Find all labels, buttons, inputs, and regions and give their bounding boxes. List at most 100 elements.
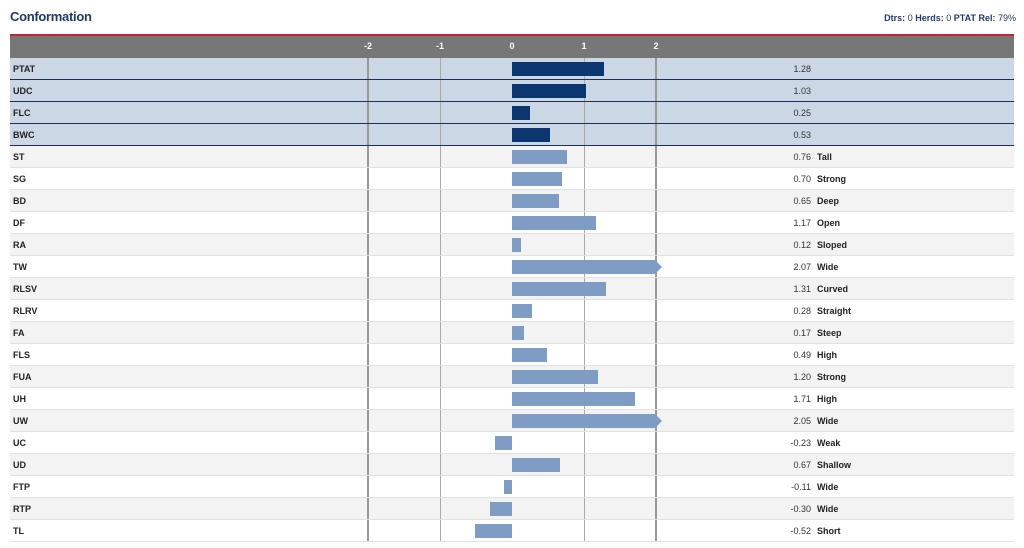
herds-label: Herds:: [915, 13, 944, 23]
gridline: [440, 234, 441, 255]
trait-label: UD: [13, 460, 26, 470]
trait-row-uh: UH 1.71 High: [10, 388, 1014, 410]
gridline: [584, 498, 585, 519]
gridline: [367, 366, 369, 387]
bar: [490, 502, 512, 516]
trait-value: 1.17: [793, 218, 811, 228]
gridline: [584, 190, 585, 211]
bar: [512, 392, 636, 406]
trait-label: RTP: [13, 504, 31, 514]
gridline: [367, 168, 369, 189]
bar: [512, 326, 525, 340]
trait-row-bd: BD 0.65 Deep: [10, 190, 1014, 212]
gridline: [655, 102, 657, 123]
gridline: [440, 278, 441, 299]
trait-row-df: DF 1.17 Open: [10, 212, 1014, 234]
tick-label: 0: [509, 41, 515, 51]
herds-value: 0: [946, 13, 952, 23]
trait-value: 1.03: [793, 86, 811, 96]
trait-label: UH: [13, 394, 26, 404]
trait-label: UDC: [13, 86, 33, 96]
bar: [495, 436, 512, 450]
gridline: [655, 168, 657, 189]
trait-value: 0.49: [793, 350, 811, 360]
chart-rows: PTAT 1.28 UDC 1.03 FLC 0.25 BWC 0.53 ST 0.76 Tall S…: [10, 58, 1014, 542]
trait-value: -0.11: [791, 482, 811, 492]
gridline: [584, 168, 585, 189]
gridline: [367, 300, 369, 321]
trait-row-uw: UW 2.05 Wide: [10, 410, 1014, 432]
trait-descriptor: Wide: [817, 262, 839, 272]
conformation-chart: -2 -1 0 1 2 PTAT 1.28 UDC 1.03 FLC 0.25 BWC 0.53 ST 0…: [10, 34, 1014, 542]
trait-descriptor: Shallow: [817, 460, 852, 470]
trait-label: ST: [13, 152, 25, 162]
trait-descriptor: Straight: [817, 306, 852, 316]
gridline: [440, 432, 441, 453]
gridline: [584, 476, 585, 497]
trait-value: 0.76: [793, 152, 811, 162]
gridline: [367, 256, 369, 277]
trait-value: -0.52: [790, 526, 811, 536]
trait-descriptor: Strong: [817, 372, 846, 382]
gridline: [584, 520, 585, 541]
trait-row-bwc: BWC 0.53: [10, 124, 1014, 146]
gridline: [367, 234, 369, 255]
gridline: [440, 256, 441, 277]
trait-row-tl: TL -0.52 Short: [10, 520, 1014, 542]
gridline: [367, 190, 369, 211]
bar: [504, 480, 512, 494]
gridline: [440, 190, 441, 211]
gridline: [440, 80, 441, 101]
gridline: [440, 124, 441, 145]
trait-label: BWC: [13, 130, 35, 140]
trait-label: BD: [13, 196, 26, 206]
gridline: [655, 432, 657, 453]
trait-row-uc: UC -0.23 Weak: [10, 432, 1014, 454]
trait-label: UC: [13, 438, 26, 448]
trait-descriptor: Wide: [817, 416, 839, 426]
gridline: [655, 366, 657, 387]
gridline: [367, 58, 369, 79]
gridline: [584, 234, 585, 255]
gridline: [655, 344, 657, 365]
trait-row-ptat: PTAT 1.28: [10, 58, 1014, 80]
trait-label: DF: [13, 218, 25, 228]
gridline: [440, 322, 441, 343]
trait-row-ftp: FTP -0.11 Wide: [10, 476, 1014, 498]
gridline: [440, 102, 441, 123]
gridline: [367, 520, 369, 541]
gridline: [655, 300, 657, 321]
trait-row-fua: FUA 1.20 Strong: [10, 366, 1014, 388]
gridline: [440, 58, 441, 79]
bar: [512, 128, 551, 142]
trait-value: -0.23: [790, 438, 811, 448]
axis-header: -2 -1 0 1 2: [10, 34, 1014, 58]
trait-descriptor: Wide: [817, 504, 839, 514]
trait-descriptor: Strong: [817, 174, 846, 184]
trait-descriptor: Steep: [817, 328, 842, 338]
trait-label: RA: [13, 240, 26, 250]
bar: [512, 106, 530, 120]
gridline: [440, 476, 441, 497]
tick-label: 1: [581, 41, 587, 51]
trait-value: 1.31: [793, 284, 811, 294]
gridline: [367, 322, 369, 343]
section-title: Conformation: [10, 9, 92, 24]
gridline: [367, 212, 369, 233]
trait-row-fa: FA 0.17 Steep: [10, 322, 1014, 344]
trait-label: PTAT: [13, 64, 36, 74]
bar: [512, 414, 656, 428]
gridline: [655, 58, 657, 79]
gridline: [655, 278, 657, 299]
trait-row-ra: RA 0.12 Sloped: [10, 234, 1014, 256]
trait-label: RLRV: [13, 306, 38, 316]
trait-value: 0.67: [793, 460, 811, 470]
gridline: [584, 344, 585, 365]
trait-row-tw: TW 2.07 Wide: [10, 256, 1014, 278]
gridline: [655, 124, 657, 145]
gridline: [367, 432, 369, 453]
gridline: [584, 322, 585, 343]
gridline: [440, 212, 441, 233]
bar: [512, 458, 561, 472]
gridline: [655, 80, 657, 101]
